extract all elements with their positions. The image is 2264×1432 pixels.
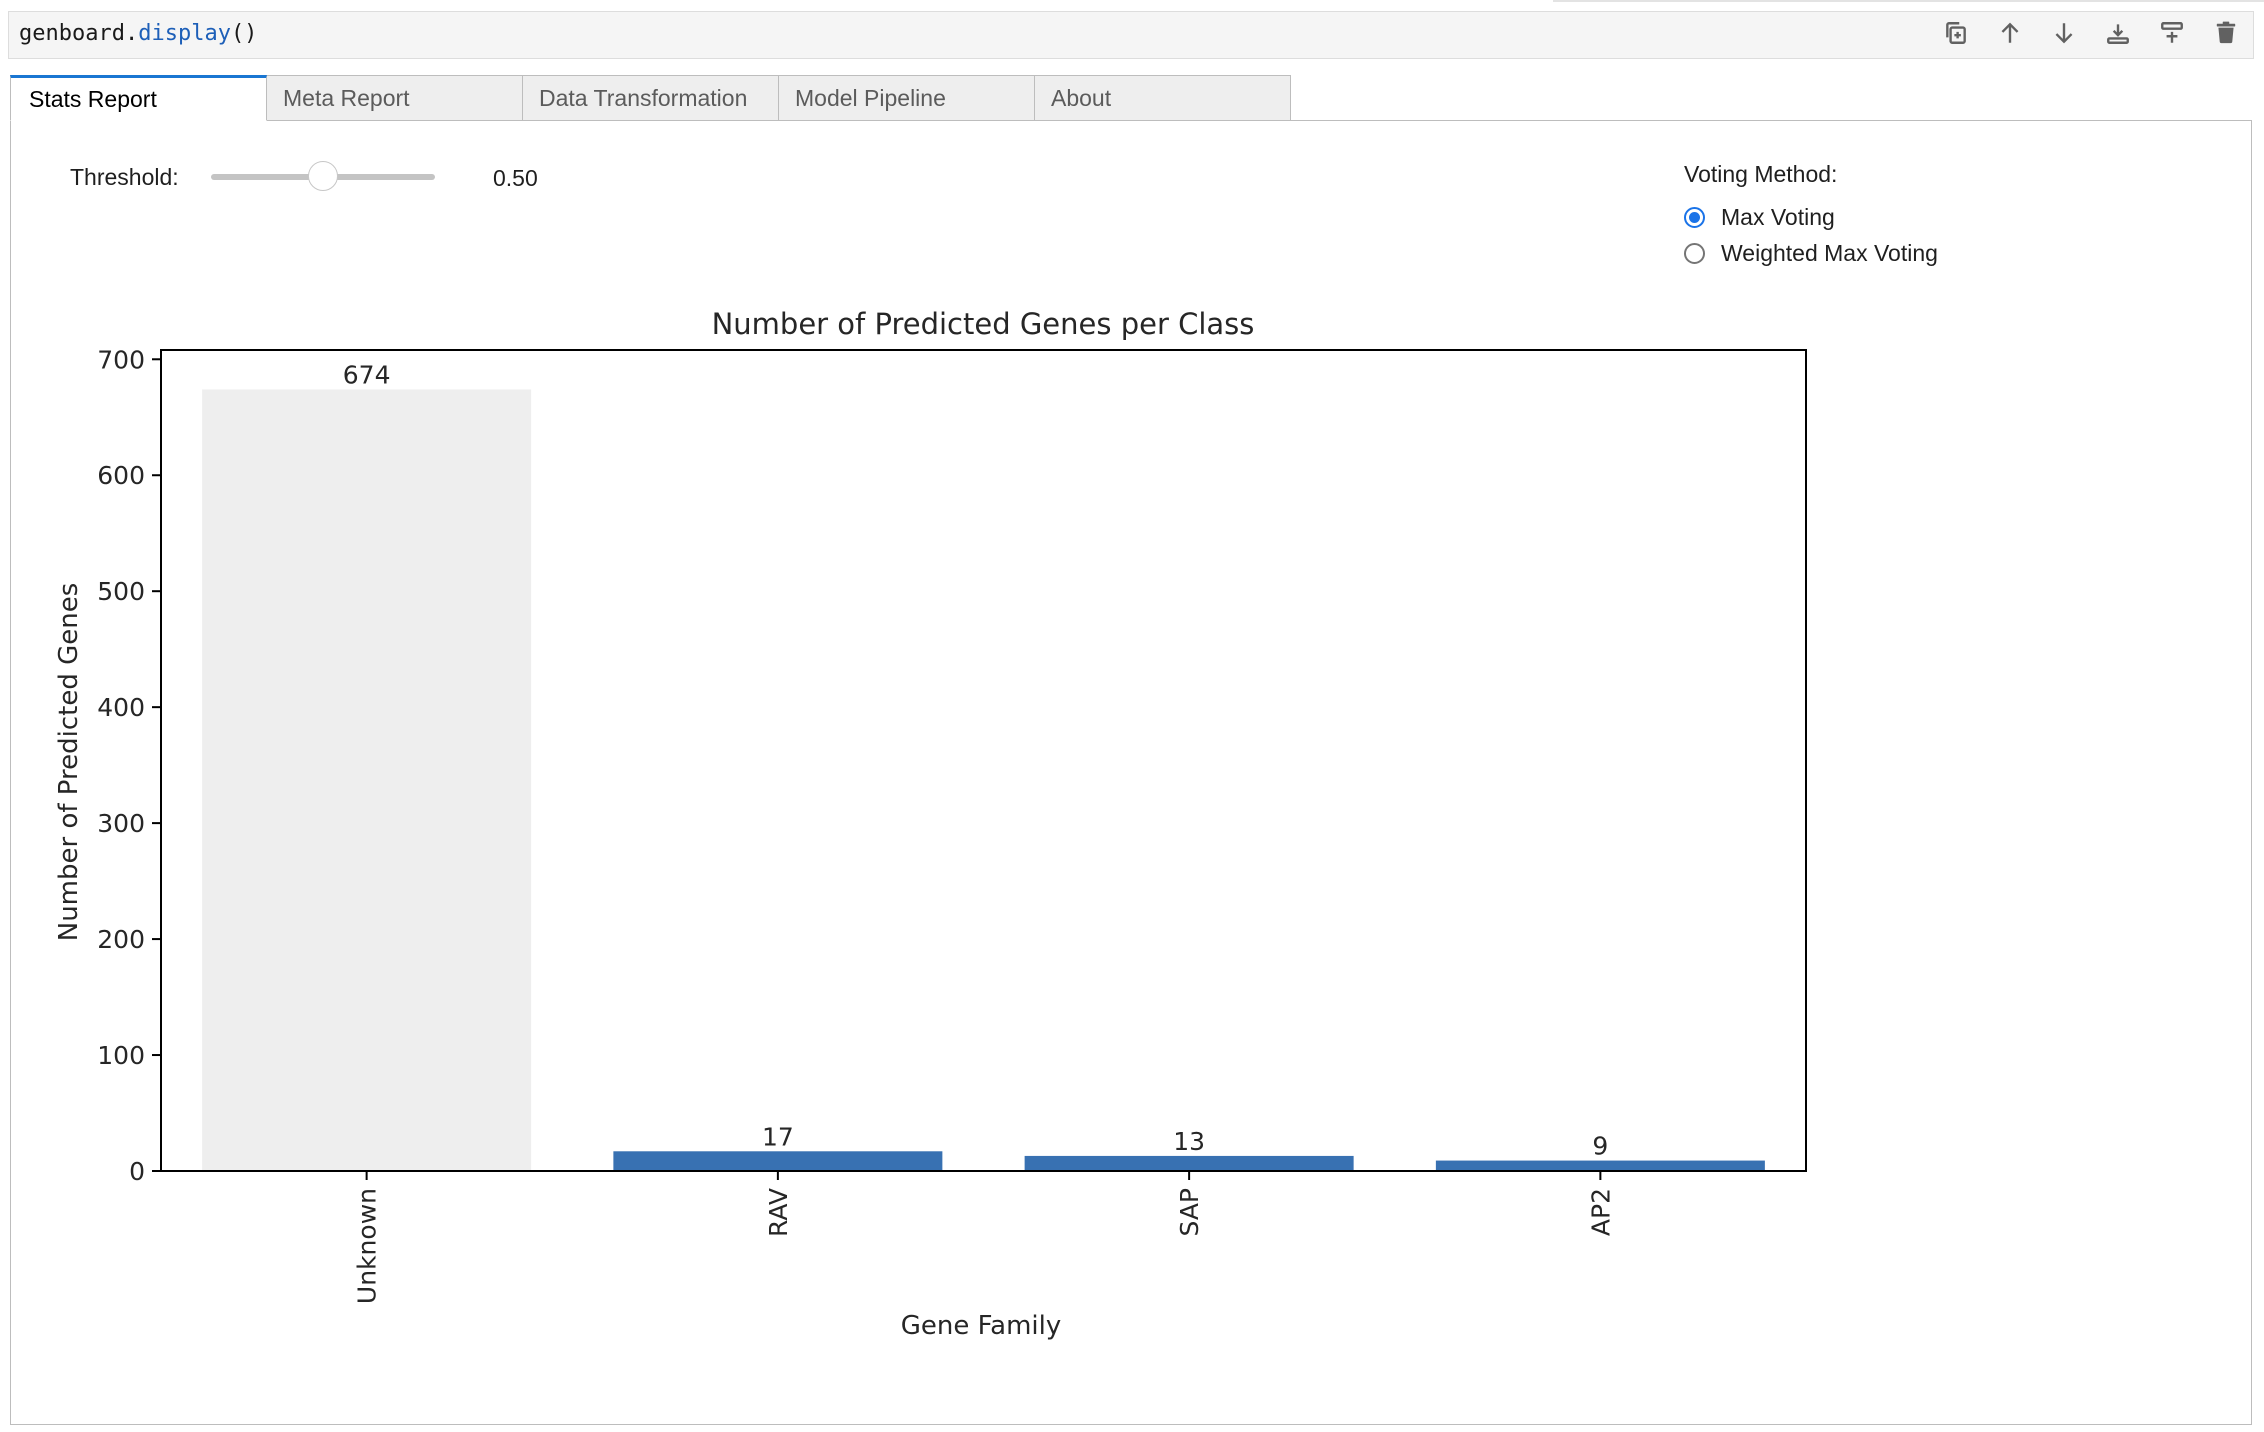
y-tick-label: 200	[97, 925, 145, 954]
radio-max-voting[interactable]: Max Voting	[1684, 204, 1835, 231]
insert-above-button[interactable]	[2153, 14, 2190, 51]
y-tick-label: 600	[97, 461, 145, 490]
x-tick-label: SAP	[1175, 1188, 1204, 1237]
y-tick-label: 700	[97, 345, 145, 374]
y-tick-label: 500	[97, 577, 145, 606]
radio-label-max-voting: Max Voting	[1721, 204, 1835, 230]
bar-unknown	[202, 389, 532, 1172]
x-axis-label: Gene Family	[901, 1311, 1062, 1341]
y-tick-label: 300	[97, 809, 145, 838]
tab-data-transformation[interactable]: Data Transformation	[522, 75, 779, 121]
move-down-button[interactable]	[2045, 14, 2082, 51]
tab-meta-report[interactable]: Meta Report	[266, 75, 523, 121]
tab-stats-report[interactable]: Stats Report	[10, 75, 267, 121]
bar-value-label: 13	[1173, 1127, 1205, 1156]
bar-sap	[1024, 1155, 1354, 1171]
tab-about[interactable]: About	[1034, 75, 1291, 121]
threshold-value: 0.50	[493, 165, 538, 191]
radio-button[interactable]	[1684, 207, 1705, 228]
move-up-button[interactable]	[1991, 14, 2028, 51]
x-tick-label: Unknown	[353, 1188, 382, 1304]
y-axis-label: Number of Predicted Genes	[54, 583, 84, 942]
code-cell[interactable]: genboard.display()	[8, 11, 2254, 59]
toolbar-divider	[1553, 0, 2264, 2]
chart-title: Number of Predicted Genes per Class	[712, 307, 1255, 341]
radio-button[interactable]	[1684, 243, 1705, 264]
insert-above-icon	[2160, 21, 2183, 43]
y-tick-label: 400	[97, 693, 145, 722]
code-line: genboard.display()	[19, 21, 258, 46]
move-down-icon	[2055, 22, 2072, 43]
x-tick-label: RAV	[764, 1188, 793, 1237]
bar-value-label: 9	[1592, 1132, 1608, 1161]
bar-value-label: 17	[762, 1122, 794, 1151]
radio-weighted-max-voting[interactable]: Weighted Max Voting	[1684, 240, 1938, 267]
radio-label-weighted-max-voting: Weighted Max Voting	[1721, 240, 1938, 266]
insert-below-icon	[2106, 23, 2129, 44]
threshold-label: Threshold:	[70, 164, 179, 190]
delete-icon	[2216, 21, 2235, 43]
duplicate-cell-button[interactable]	[1937, 14, 1974, 51]
delete-cell-button[interactable]	[2207, 14, 2244, 51]
x-tick-label: AP2	[1586, 1188, 1615, 1236]
plot-frame	[160, 349, 1807, 1172]
tab-model-pipeline[interactable]: Model Pipeline	[778, 75, 1035, 121]
duplicate-icon	[1945, 21, 1966, 44]
y-tick-label: 100	[97, 1041, 145, 1070]
cell-toolbar	[1937, 14, 2244, 51]
bar-value-label: 674	[343, 360, 391, 389]
bar-rav	[613, 1151, 943, 1171]
threshold-slider-handle[interactable]	[308, 161, 338, 191]
move-up-icon	[2001, 22, 2018, 43]
voting-method-label: Voting Method:	[1684, 161, 1838, 187]
insert-below-button[interactable]	[2099, 14, 2136, 51]
bar-ap2	[1435, 1160, 1765, 1171]
tab-bar: Stats Report Meta Report Data Transforma…	[10, 75, 1291, 121]
y-tick-label: 0	[129, 1157, 145, 1186]
